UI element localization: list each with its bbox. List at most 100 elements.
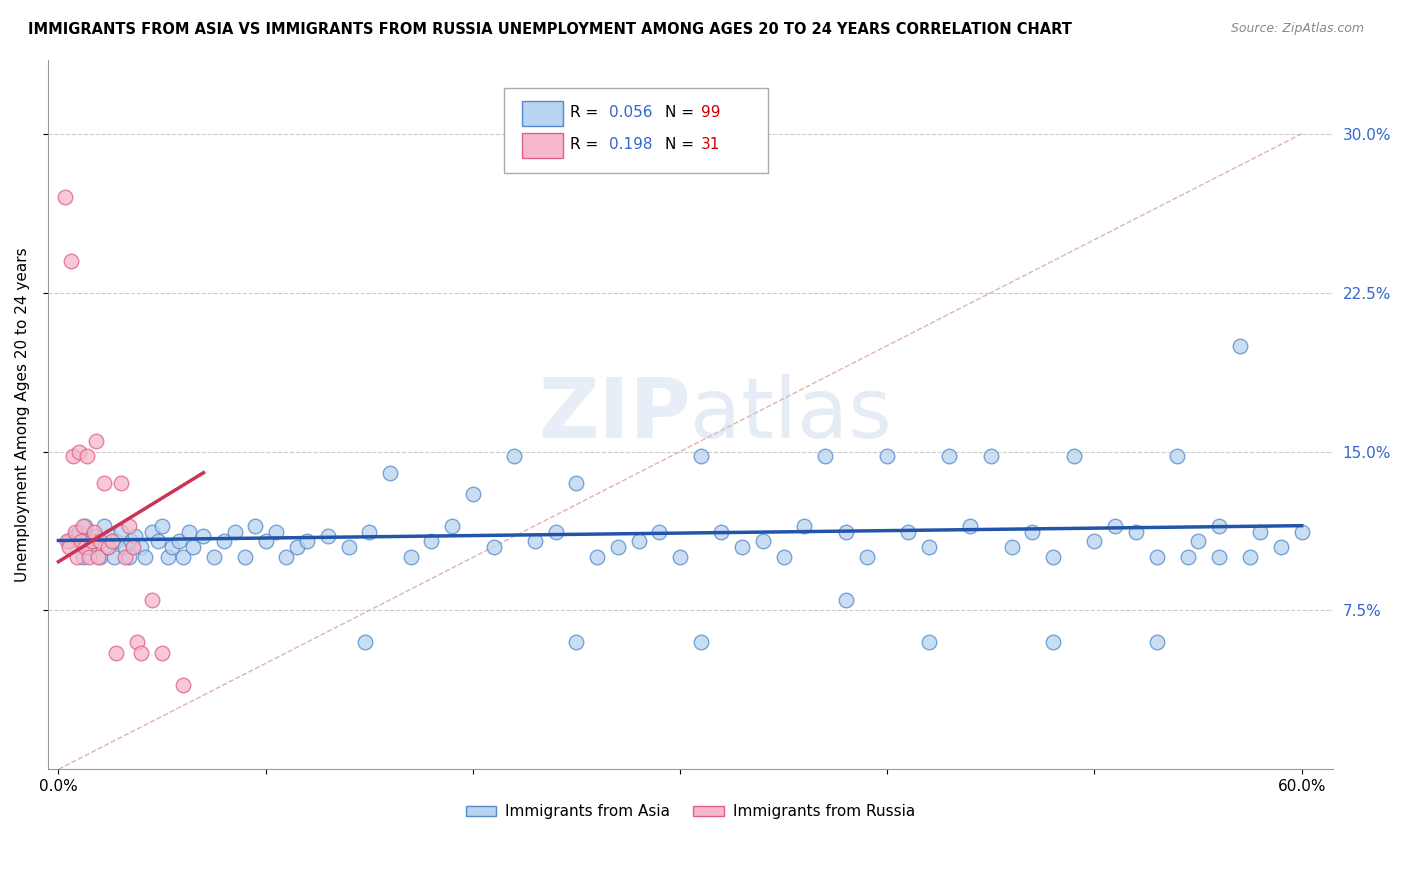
Point — [1239, 550, 1261, 565]
Point — [1270, 540, 1292, 554]
Point — [122, 540, 145, 554]
Point — [285, 540, 308, 554]
Point — [1042, 550, 1064, 565]
Point — [1177, 550, 1199, 565]
Text: ZIP: ZIP — [538, 374, 690, 455]
Point — [399, 550, 422, 565]
Point — [80, 533, 103, 548]
Point — [172, 677, 194, 691]
FancyBboxPatch shape — [505, 88, 768, 173]
Point — [245, 518, 267, 533]
Point — [710, 524, 733, 539]
Point — [1146, 550, 1168, 565]
Point — [93, 518, 115, 533]
Point — [98, 529, 121, 543]
Point — [1187, 533, 1209, 548]
Point — [606, 540, 628, 554]
Point — [264, 524, 287, 539]
Point — [855, 550, 877, 565]
Point — [524, 533, 547, 548]
Point — [63, 524, 86, 539]
Point — [1229, 338, 1251, 352]
Point — [1291, 524, 1313, 539]
Point — [70, 533, 93, 548]
Point — [354, 635, 377, 649]
Point — [193, 529, 215, 543]
Point — [157, 550, 180, 565]
Point — [129, 646, 152, 660]
Point — [224, 524, 246, 539]
Point — [67, 444, 90, 458]
Point — [63, 529, 86, 543]
Text: R =: R = — [569, 105, 598, 120]
Point — [134, 550, 156, 565]
Point — [105, 533, 128, 548]
Point — [110, 476, 132, 491]
Point — [162, 540, 184, 554]
Point — [544, 524, 567, 539]
Point — [150, 518, 173, 533]
Point — [420, 533, 443, 548]
Text: N =: N = — [665, 137, 693, 153]
Point — [627, 533, 650, 548]
Y-axis label: Unemployment Among Ages 20 to 24 years: Unemployment Among Ages 20 to 24 years — [15, 247, 30, 582]
Point — [482, 540, 505, 554]
Point — [565, 476, 588, 491]
Point — [97, 540, 120, 554]
Point — [80, 533, 103, 548]
Point — [212, 533, 235, 548]
Point — [938, 449, 960, 463]
Point — [150, 646, 173, 660]
Text: Source: ZipAtlas.com: Source: ZipAtlas.com — [1230, 22, 1364, 36]
Point — [980, 449, 1002, 463]
Point — [814, 449, 837, 463]
Text: atlas: atlas — [690, 374, 893, 455]
Point — [731, 540, 754, 554]
Point — [835, 524, 858, 539]
Text: 0.056: 0.056 — [609, 105, 652, 120]
Point — [87, 550, 110, 565]
Point — [254, 533, 277, 548]
Point — [72, 550, 94, 565]
Point — [1125, 524, 1147, 539]
Point — [918, 635, 941, 649]
Point — [110, 524, 132, 539]
FancyBboxPatch shape — [522, 133, 564, 158]
Text: R =: R = — [569, 137, 598, 153]
Point — [59, 253, 82, 268]
Point — [378, 466, 401, 480]
Point — [1166, 449, 1188, 463]
Point — [1249, 524, 1271, 539]
Point — [89, 550, 111, 565]
Point — [1042, 635, 1064, 649]
Point — [669, 550, 692, 565]
Point — [1208, 550, 1230, 565]
Point — [97, 540, 120, 554]
Point — [118, 550, 141, 565]
Point — [103, 550, 125, 565]
Point — [1146, 635, 1168, 649]
Point — [93, 476, 115, 491]
Point — [146, 533, 169, 548]
FancyBboxPatch shape — [522, 101, 564, 126]
Point — [503, 449, 526, 463]
Point — [124, 529, 146, 543]
Point — [84, 434, 107, 448]
Point — [181, 540, 204, 554]
Point — [120, 533, 142, 548]
Point — [172, 550, 194, 565]
Point — [793, 518, 815, 533]
Text: 99: 99 — [700, 105, 720, 120]
Point — [53, 190, 76, 204]
Point — [876, 449, 898, 463]
Point — [337, 540, 360, 554]
Point — [72, 518, 94, 533]
Point — [55, 533, 77, 548]
Point — [648, 524, 671, 539]
Text: 0.198: 0.198 — [609, 137, 652, 153]
Point — [835, 592, 858, 607]
Point — [58, 540, 80, 554]
Point — [202, 550, 225, 565]
Point — [1063, 449, 1085, 463]
Point — [918, 540, 941, 554]
